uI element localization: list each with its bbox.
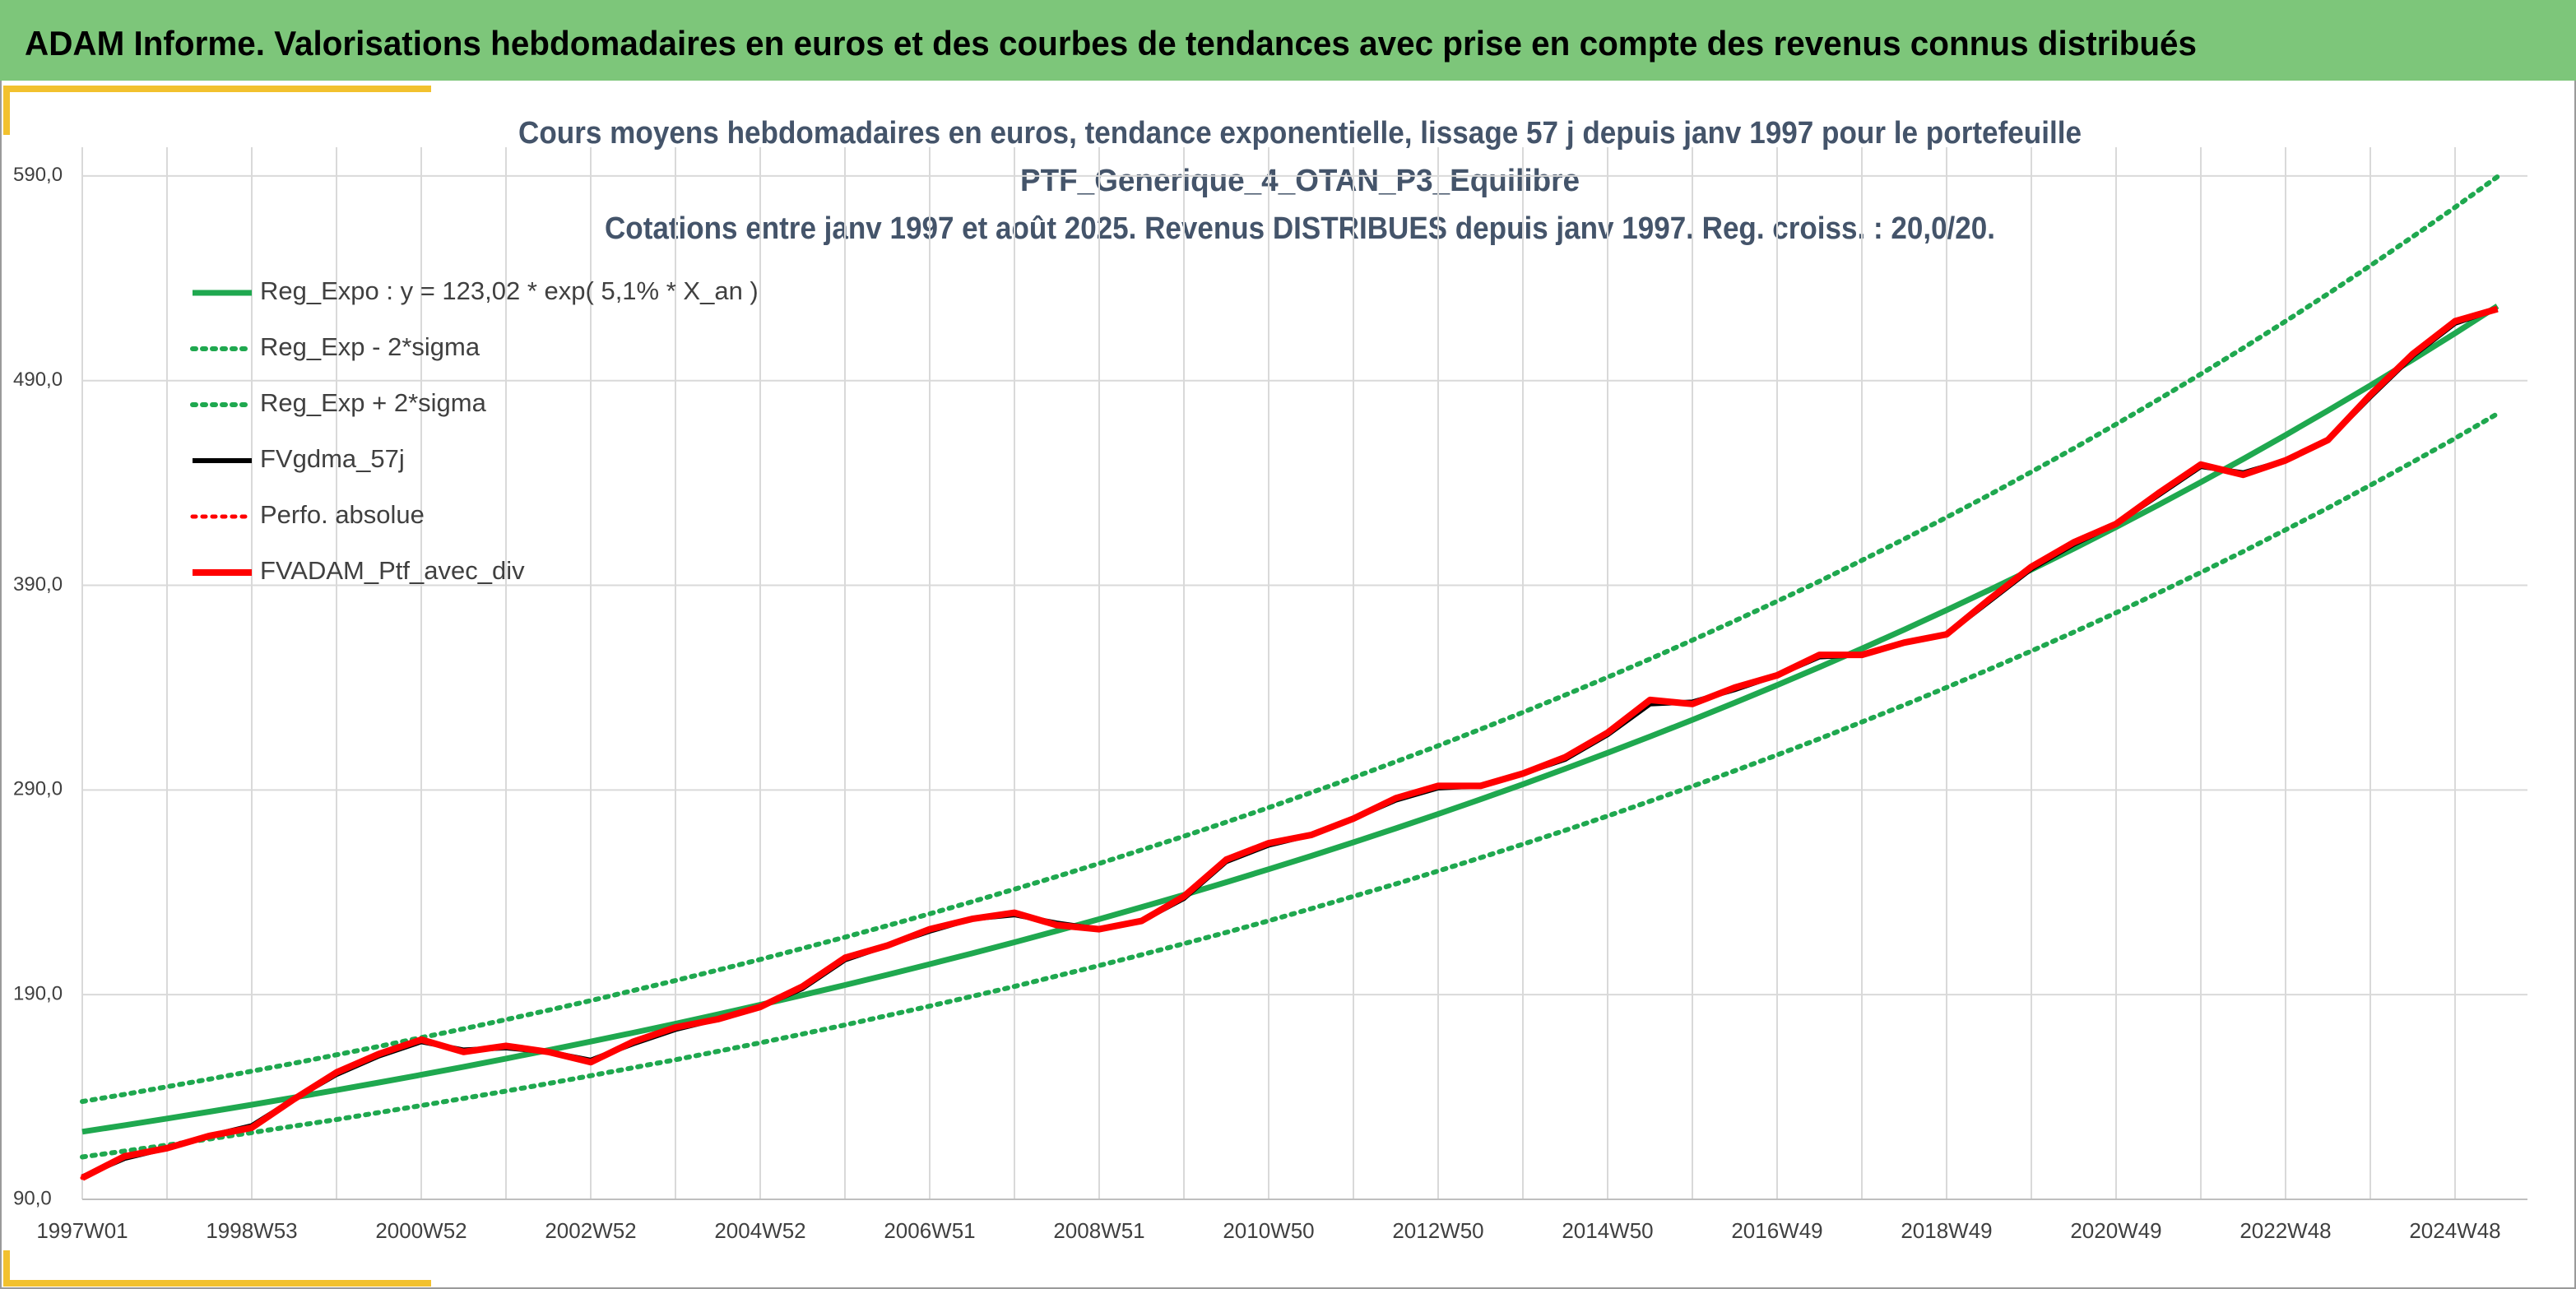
x-tick-label: 2002W52 xyxy=(545,1218,636,1243)
legend-label: Reg_Exp - 2*sigma xyxy=(260,332,480,361)
y-tick-label: 90,0 xyxy=(13,1187,52,1209)
header-bar xyxy=(0,0,2576,81)
x-tick-label: 2024W48 xyxy=(2409,1218,2500,1243)
series-line xyxy=(80,174,2500,1105)
x-tick-label: 2016W49 xyxy=(1731,1218,1822,1243)
legend-label: Perfo. absolue xyxy=(260,500,425,529)
x-tick-label: 1998W53 xyxy=(206,1218,297,1243)
accent xyxy=(3,1250,10,1287)
x-tick-label: 2008W51 xyxy=(1053,1218,1144,1243)
x-tick-label: 2004W52 xyxy=(714,1218,805,1243)
x-tick-label: 2022W48 xyxy=(2239,1218,2331,1243)
x-tick-label: 2000W52 xyxy=(375,1218,466,1243)
x-tick-label: 1997W01 xyxy=(36,1218,128,1243)
x-tick-label: 2012W50 xyxy=(1392,1218,1483,1243)
y-tick-label: 590,0 xyxy=(13,164,63,186)
series-line xyxy=(81,304,2499,1135)
accent xyxy=(3,86,431,92)
chart-title: PTF_Generique_4_OTAN_P3_Equilibre xyxy=(1020,164,1580,198)
x-tick-label: 2018W49 xyxy=(1901,1218,1992,1243)
legend-label: Reg_Expo : y = 123,02 * exp( 5,1% * X_an… xyxy=(260,276,759,305)
accent xyxy=(3,86,10,135)
x-tick-label: 2006W51 xyxy=(884,1218,975,1243)
header-title: ADAM Informe. Valorisations hebdomadaire… xyxy=(25,24,2197,63)
x-tick-label: 2010W50 xyxy=(1223,1218,1314,1243)
series-line xyxy=(81,305,2499,1181)
y-tick-label: 290,0 xyxy=(13,778,63,800)
legend-label: FVADAM_Ptf_avec_div xyxy=(260,556,525,585)
legend-label: Reg_Exp + 2*sigma xyxy=(260,388,487,417)
x-tick-label: 2014W50 xyxy=(1562,1218,1653,1243)
y-tick-label: 190,0 xyxy=(13,983,63,1005)
series-line xyxy=(80,411,2500,1160)
y-tick-label: 390,0 xyxy=(13,573,63,596)
accent xyxy=(3,1280,431,1287)
chart-title: Cours moyens hebdomadaires en euros, ten… xyxy=(518,116,2082,151)
chart-title: Cotations entre janv 1997 et août 2025. … xyxy=(605,211,1995,246)
y-tick-label: 490,0 xyxy=(13,369,63,391)
x-tick-label: 2020W49 xyxy=(2070,1218,2161,1243)
legend-label: FVgdma_57j xyxy=(260,444,405,473)
